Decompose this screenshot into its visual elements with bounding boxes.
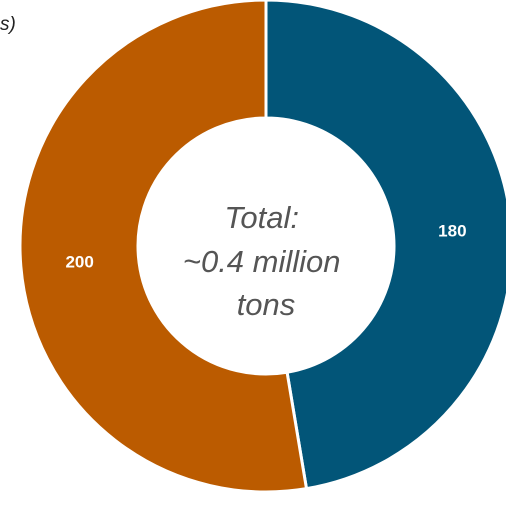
center-label-line: Total: — [224, 200, 299, 235]
donut-center-label: Total: ~0.4 million tons — [183, 200, 349, 322]
donut-slice — [18, 0, 309, 494]
chart-title-fragment: s) — [0, 14, 16, 35]
center-label-line: ~0.4 million — [183, 244, 341, 279]
slice-data-label: 200 — [65, 252, 93, 271]
center-label-line: tons — [237, 287, 296, 322]
donut-slice-labels: 180 200 — [65, 222, 466, 272]
slice-data-label: 180 — [438, 222, 466, 241]
donut-slice — [264, 0, 506, 491]
donut-slices — [18, 0, 506, 494]
